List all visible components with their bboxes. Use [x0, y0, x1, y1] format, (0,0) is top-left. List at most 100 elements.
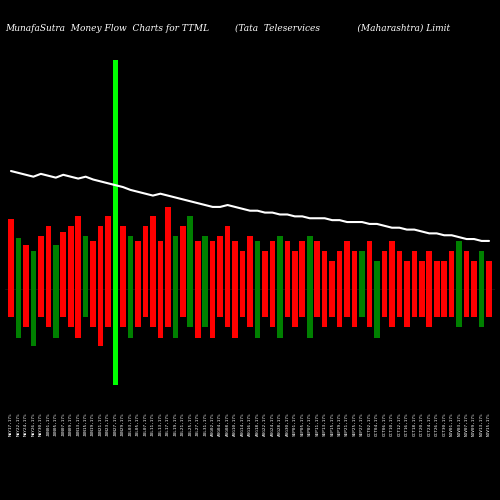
Bar — [38, 289, 44, 317]
Bar — [352, 251, 358, 289]
Bar — [172, 236, 178, 289]
Bar — [46, 289, 51, 328]
Bar — [120, 289, 126, 328]
Bar — [270, 241, 275, 289]
Bar — [300, 289, 305, 317]
Bar — [53, 289, 59, 338]
Bar — [412, 289, 417, 317]
Bar — [442, 289, 447, 317]
Bar — [419, 289, 424, 317]
Bar — [472, 262, 477, 289]
Bar — [456, 241, 462, 289]
Bar — [180, 289, 186, 317]
Bar — [210, 289, 216, 338]
Bar — [128, 289, 134, 338]
Bar — [240, 251, 246, 289]
Bar — [292, 251, 298, 289]
Bar — [172, 289, 178, 338]
Bar — [479, 289, 484, 328]
Bar — [426, 289, 432, 328]
Bar — [374, 262, 380, 289]
Bar — [419, 262, 424, 289]
Bar — [486, 262, 492, 289]
Bar — [16, 238, 21, 289]
Bar — [352, 289, 358, 328]
Bar — [434, 262, 440, 289]
Bar — [158, 241, 163, 289]
Bar — [112, 289, 118, 384]
Bar — [142, 289, 148, 317]
Bar — [128, 236, 134, 289]
Bar — [337, 289, 342, 328]
Bar — [46, 226, 51, 289]
Bar — [232, 289, 238, 338]
Bar — [486, 289, 492, 317]
Bar — [8, 289, 14, 317]
Bar — [90, 241, 96, 289]
Bar — [150, 289, 156, 328]
Bar — [165, 289, 170, 328]
Bar — [359, 251, 365, 289]
Bar — [307, 236, 312, 289]
Bar — [142, 226, 148, 289]
Bar — [449, 251, 454, 289]
Bar — [464, 251, 469, 289]
Bar — [180, 226, 186, 289]
Bar — [366, 289, 372, 328]
Bar — [382, 251, 388, 289]
Bar — [68, 226, 73, 289]
Bar — [330, 289, 335, 317]
Bar — [262, 289, 268, 317]
Bar — [284, 241, 290, 289]
Bar — [396, 289, 402, 317]
Bar — [112, 60, 118, 289]
Bar — [218, 236, 223, 289]
Bar — [135, 241, 141, 289]
Bar — [472, 289, 477, 317]
Bar — [240, 289, 246, 317]
Bar — [344, 289, 350, 317]
Bar — [53, 244, 59, 289]
Bar — [210, 241, 216, 289]
Bar — [464, 289, 469, 317]
Bar — [188, 216, 193, 289]
Bar — [225, 289, 230, 328]
Bar — [83, 289, 88, 317]
Bar — [38, 236, 44, 289]
Bar — [83, 236, 88, 289]
Bar — [254, 289, 260, 338]
Bar — [68, 289, 73, 328]
Bar — [412, 251, 417, 289]
Bar — [106, 216, 111, 289]
Bar — [456, 289, 462, 328]
Bar — [270, 289, 275, 328]
Bar — [382, 289, 388, 317]
Bar — [60, 289, 66, 317]
Bar — [434, 289, 440, 317]
Bar — [389, 241, 394, 289]
Bar — [247, 289, 253, 328]
Bar — [158, 289, 163, 338]
Bar — [232, 241, 238, 289]
Bar — [389, 289, 394, 328]
Bar — [404, 262, 409, 289]
Bar — [106, 289, 111, 328]
Bar — [202, 236, 208, 289]
Bar — [277, 236, 282, 289]
Bar — [307, 289, 312, 338]
Bar — [30, 251, 36, 289]
Bar — [254, 241, 260, 289]
Bar — [284, 289, 290, 317]
Bar — [247, 236, 253, 289]
Bar — [8, 220, 14, 289]
Bar — [396, 251, 402, 289]
Bar — [449, 289, 454, 317]
Bar — [330, 262, 335, 289]
Bar — [195, 289, 200, 338]
Bar — [120, 226, 126, 289]
Bar — [344, 241, 350, 289]
Bar — [479, 251, 484, 289]
Bar — [76, 216, 81, 289]
Bar — [90, 289, 96, 328]
Bar — [76, 289, 81, 338]
